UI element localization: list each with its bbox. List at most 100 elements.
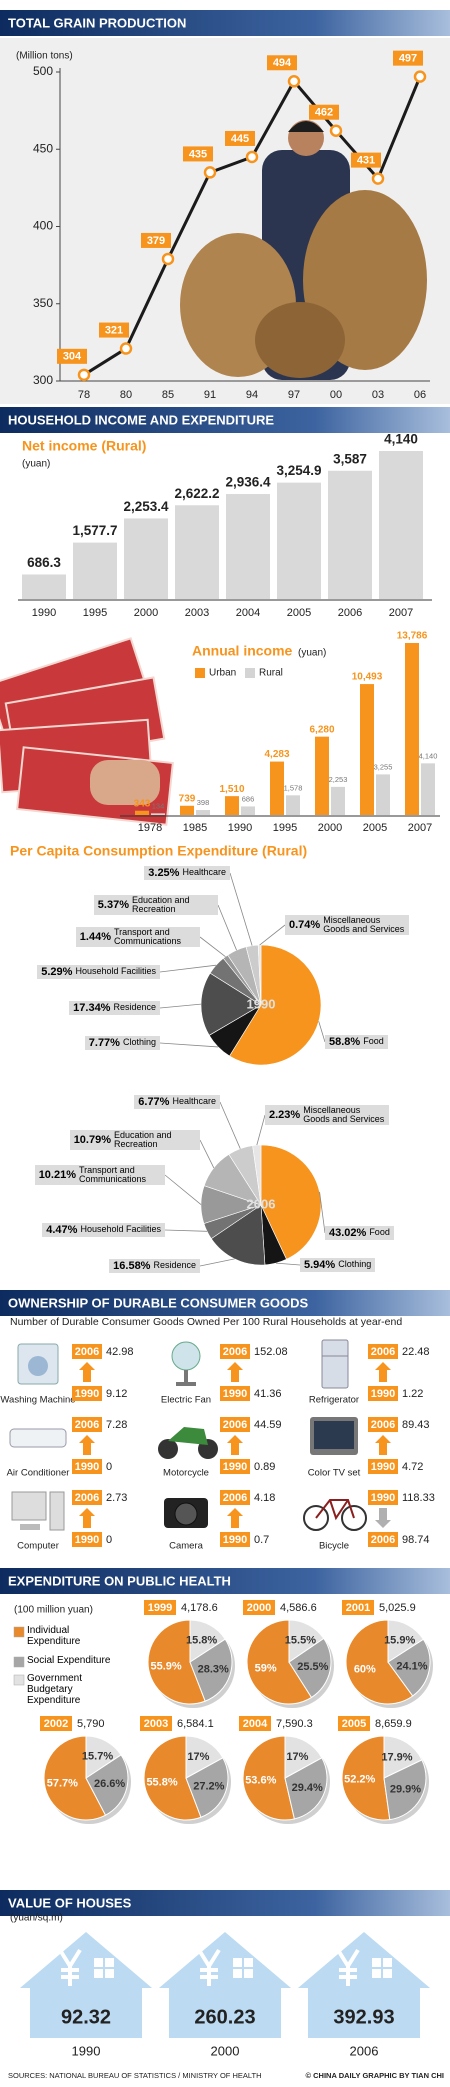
x-tick-label: 2000 (134, 607, 158, 619)
goods-value: 1.22 (402, 1388, 423, 1400)
slice-label: 2.23% Miscellaneous Goods and Services (265, 1104, 390, 1126)
slice-label-wrap: 5.37% Education and Recreation (68, 889, 218, 921)
x-tick-label: 2005 (363, 822, 387, 834)
value-label-box (393, 50, 423, 66)
pie-year: 2005 (342, 1718, 366, 1730)
x-tick-label: 2003 (185, 607, 209, 619)
point (413, 70, 427, 83)
slice-label-box: 3.25% Healthcare (144, 866, 230, 880)
house-window (383, 1969, 392, 1978)
goods-year: 1990 (223, 1388, 247, 1400)
pie-slice (200, 972, 262, 1036)
slice-label-box: 7.77% Clothing (84, 1036, 160, 1050)
goods-name: Refrigerator (309, 1395, 359, 1406)
slice-label-wrap: 0.74% Miscellaneous Goods and Services (285, 909, 435, 941)
header-title: OWNERSHIP OF DURABLE CONSUMER GOODS (8, 1295, 309, 1310)
footer-sources: SOURCES: NATIONAL BUREAU OF STATISTICS /… (8, 2071, 262, 2080)
bar (196, 810, 210, 815)
slice-value: 0.74% (289, 919, 321, 931)
point (371, 172, 385, 185)
goods-icon (11, 1491, 65, 1531)
slice-value: 24.1% (396, 1660, 427, 1672)
trend-arrow (375, 1362, 391, 1382)
slice-name: Education and Recreation (114, 1129, 172, 1149)
slice-label: 58.8% Food (325, 1026, 450, 1058)
slice-label-wrap: 58.8% Food (325, 1026, 450, 1058)
photo-money (0, 637, 174, 826)
x-tick-label: 85 (162, 389, 174, 401)
goods-year: 2006 (371, 1346, 395, 1358)
slice-label: 6.77% Healthcare (134, 1095, 220, 1109)
slice-label-wrap: 1.44% Transport and Communications (50, 921, 200, 953)
pie-slice (387, 1638, 431, 1697)
x-tick-label: 91 (204, 389, 216, 401)
slice-name: Residence (113, 1002, 156, 1013)
goods-year: 2006 (75, 1419, 99, 1431)
slice-name: Clothing (122, 1037, 156, 1048)
icon-shape (20, 1524, 40, 1530)
year-box (220, 1344, 250, 1359)
leader-line (159, 1042, 219, 1048)
year-box (342, 1600, 374, 1615)
bar (151, 813, 165, 815)
legend-swatch (13, 1674, 25, 1686)
pie-title: 2006 (247, 1196, 276, 1211)
legend-label: Government Budgetary Expenditure (27, 1673, 82, 1706)
value-label-box (183, 146, 213, 162)
value-label: 2,936.4 (225, 475, 271, 490)
year-box (72, 1417, 102, 1432)
bar (331, 786, 345, 815)
pie-slice (43, 1735, 107, 1821)
slice-label-wrap: 43.02% Food (325, 1217, 450, 1249)
year-box (220, 1417, 250, 1432)
legend-label: Urban (209, 668, 236, 679)
slice-label-box: 6.77% Healthcare (134, 1095, 220, 1109)
house-body (308, 1986, 420, 2038)
slice-name: Food (363, 1036, 384, 1047)
slice-label: 5.94% Clothing (300, 1258, 376, 1272)
pie-year: 2003 (144, 1718, 168, 1730)
value-label: 321 (105, 324, 123, 336)
slice-value: 29.9% (390, 1783, 421, 1795)
leader-line (219, 1101, 241, 1149)
trend-arrow (227, 1362, 243, 1382)
photo-farmer (180, 120, 427, 380)
pie-slice (189, 1619, 226, 1663)
slice-label-wrap: 3.25% Healthcare (80, 857, 230, 889)
house-window (372, 1958, 381, 1967)
bar (315, 736, 329, 815)
slice-name: Transport and Communications (114, 926, 182, 946)
slice-value: 5.29% (41, 966, 73, 978)
slice-label-box: 58.8% Food (325, 1035, 388, 1049)
value-label: 398 (197, 798, 210, 807)
pie-year: 2000 (247, 1602, 271, 1614)
y-tick-label: 300 (33, 373, 53, 387)
year-box (72, 1532, 102, 1547)
bar (124, 518, 168, 599)
bar (421, 763, 435, 815)
slice-value: 2.23% (269, 1109, 301, 1121)
slice-label: 10.79% Education and Recreation (69, 1129, 200, 1151)
year-box (239, 1716, 271, 1731)
goods-icon (158, 1427, 218, 1459)
bar (175, 505, 219, 599)
goods-name: Electric Fan (161, 1395, 211, 1406)
year-box (368, 1417, 398, 1432)
slice-name: Healthcare (172, 1096, 216, 1107)
slice-value: 29.4% (292, 1782, 323, 1794)
year-box (368, 1490, 398, 1505)
x-tick-label: 1985 (183, 822, 207, 834)
goods-value: 4.18 (254, 1492, 275, 1504)
goods-name: Bicycle (319, 1541, 349, 1552)
value-label: 4,283 (264, 749, 289, 760)
slice-label-box: 10.21% Transport and Communications (34, 1164, 165, 1186)
pie-total: 8,659.9 (375, 1718, 412, 1730)
icon-shape (321, 1339, 349, 1389)
house-body (30, 1986, 142, 2038)
slice-value: 28.3% (198, 1663, 229, 1675)
house-window (372, 1969, 381, 1978)
pie-total: 7,590.3 (276, 1718, 313, 1730)
unit-label: (yuan) (298, 648, 326, 659)
slice-value: 43.02% (329, 1227, 367, 1239)
